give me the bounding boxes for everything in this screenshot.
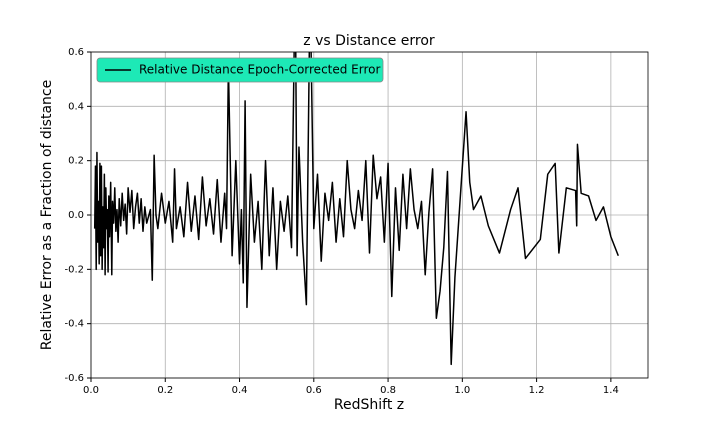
legend: Relative Distance Epoch-Corrected Error <box>96 57 384 83</box>
x-tick-label: 1.2 <box>529 385 545 396</box>
y-tick-label: -0.4 <box>64 319 84 330</box>
plot-area <box>93 52 619 366</box>
y-tick-label: -0.2 <box>64 264 84 275</box>
y-tick-label: 0.2 <box>68 156 84 167</box>
legend-label: Relative Distance Epoch-Corrected Error <box>139 63 380 77</box>
x-tick-label: 1.0 <box>454 385 470 396</box>
x-tick-label: 0.6 <box>306 385 322 396</box>
x-axis-label: RedShift z <box>334 397 404 413</box>
x-tick-label: 0.4 <box>232 385 248 396</box>
legend-box <box>96 57 384 83</box>
chart-title: z vs Distance error <box>303 33 435 49</box>
y-tick-label: 0.4 <box>68 101 84 112</box>
y-tick-label: 0.0 <box>68 210 84 221</box>
x-tick-label: 0.8 <box>380 385 396 396</box>
y-axis-label: Relative Error as a Fraction of distance <box>39 80 55 350</box>
plot-frame <box>90 51 649 379</box>
data-line <box>93 52 619 366</box>
x-tick-label: 0.0 <box>83 385 99 396</box>
x-tick-label: 0.2 <box>157 385 173 396</box>
y-tick-label: -0.6 <box>64 373 84 384</box>
x-tick-label: 1.4 <box>603 385 619 396</box>
y-tick-label: 0.6 <box>68 47 84 58</box>
